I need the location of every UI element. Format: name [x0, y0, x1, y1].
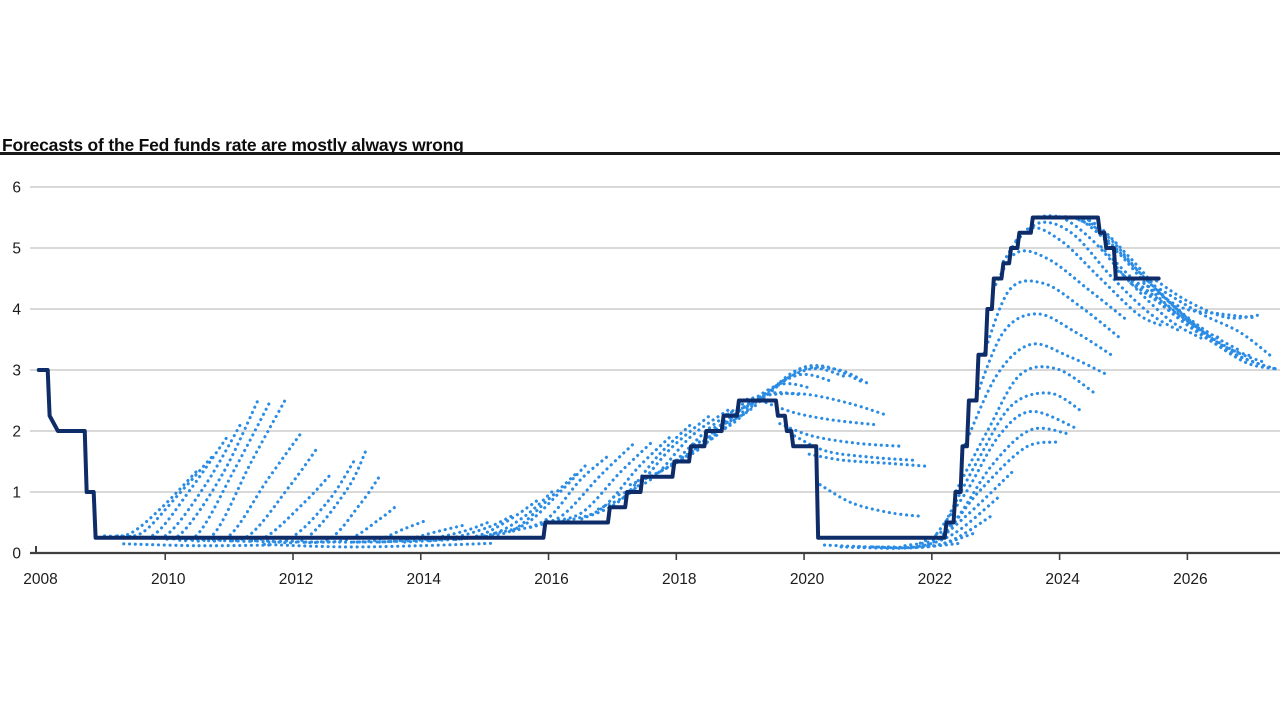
svg-text:2014: 2014: [407, 571, 442, 588]
svg-text:2026: 2026: [1173, 571, 1207, 588]
title-underline: [0, 152, 1280, 155]
svg-text:3: 3: [12, 363, 21, 380]
forecast-dotted-lines: [102, 214, 1278, 550]
svg-text:2020: 2020: [790, 571, 825, 588]
svg-text:2010: 2010: [151, 571, 186, 588]
y-axis-labels: 0 1 2 3 4 5 6: [12, 180, 21, 563]
svg-text:2016: 2016: [534, 571, 568, 588]
svg-text:6: 6: [12, 180, 21, 197]
svg-text:5: 5: [12, 241, 21, 258]
svg-text:0: 0: [12, 546, 21, 563]
x-axis: 2008 2010 2012 2014 2016 2018 2020 2022 2024 2026: [23, 546, 1280, 588]
gridlines: [30, 186, 1280, 493]
svg-text:2024: 2024: [1045, 571, 1080, 588]
svg-text:2022: 2022: [918, 571, 952, 588]
svg-text:2012: 2012: [279, 571, 313, 588]
chart-title: Forecasts of the Fed funds rate are most…: [2, 135, 464, 155]
actual-rate-line: [36, 215, 1161, 540]
svg-text:2: 2: [12, 424, 21, 441]
svg-text:2018: 2018: [662, 571, 696, 588]
svg-text:2008: 2008: [23, 571, 57, 588]
svg-text:1: 1: [12, 485, 21, 502]
svg-text:4: 4: [12, 302, 21, 319]
